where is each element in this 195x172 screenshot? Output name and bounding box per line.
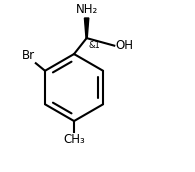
Text: Br: Br [22, 49, 35, 62]
Text: OH: OH [116, 39, 134, 52]
Text: CH₃: CH₃ [63, 133, 85, 146]
Text: &1: &1 [89, 41, 100, 50]
Text: NH₂: NH₂ [75, 3, 98, 16]
Polygon shape [84, 18, 89, 37]
